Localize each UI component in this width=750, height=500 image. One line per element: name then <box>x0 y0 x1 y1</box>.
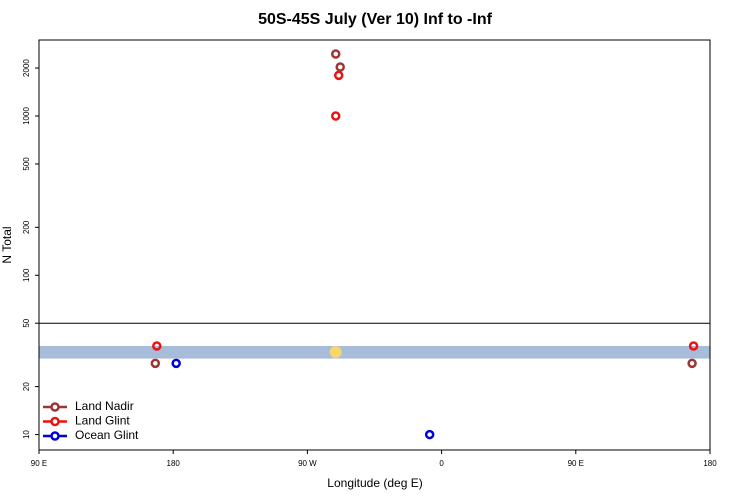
reference-band <box>39 345 710 359</box>
point <box>333 70 344 81</box>
x-tick-label: 90 W <box>298 459 317 468</box>
point <box>688 341 699 351</box>
x-tick-label: 180 <box>167 459 181 468</box>
x-tick-label: 90 E <box>568 459 584 468</box>
point <box>330 111 341 121</box>
y-tick-label: 200 <box>22 220 31 234</box>
y-tick-label: 1000 <box>22 107 31 125</box>
legend-label: Land Nadir <box>75 399 134 413</box>
legend-marker <box>50 431 60 441</box>
x-tick-label: 90 E <box>31 459 47 468</box>
y-axis-label: N Total <box>0 226 14 263</box>
y-tick-label: 2000 <box>22 59 31 77</box>
legend-marker <box>50 416 60 427</box>
x-axis-label: Longitude (deg E) <box>327 476 422 490</box>
highlight-point <box>329 345 342 358</box>
y-tick-label: 50 <box>22 318 31 327</box>
chart-title: 50S-45S July (Ver 10) Inf to -Inf <box>258 11 493 28</box>
y-tick-label: 10 <box>22 430 31 439</box>
point <box>687 358 697 369</box>
x-tick-label: 180 <box>703 459 717 468</box>
point <box>171 358 181 369</box>
x-tick-label: 0 <box>439 459 444 468</box>
y-tick-label: 500 <box>22 157 31 171</box>
point <box>152 341 162 351</box>
legend-marker <box>50 402 60 412</box>
y-tick-label: 20 <box>22 382 31 391</box>
legend-label: Ocean Glint <box>75 428 139 442</box>
legend-label: Land Glint <box>75 414 130 428</box>
point <box>424 429 435 440</box>
point <box>150 358 161 369</box>
point <box>330 49 341 59</box>
y-tick-label: 100 <box>22 268 31 282</box>
point <box>335 62 345 72</box>
plot-frame <box>38 39 711 451</box>
